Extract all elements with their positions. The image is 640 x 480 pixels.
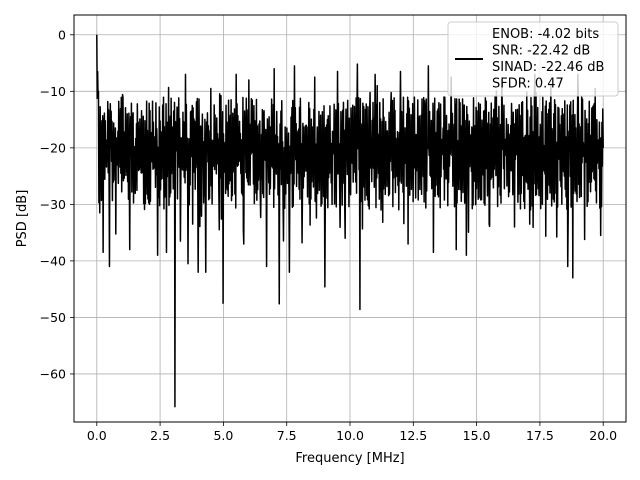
y-tick-label: −20 [40,140,66,155]
y-tick-label: −50 [40,310,66,325]
x-tick-label: 0.0 [87,428,107,443]
x-tick-label: 15.0 [463,428,491,443]
x-axis-label: Frequency [MHz] [295,451,404,466]
y-axis-label: PSD [dB] [15,190,30,248]
x-tick-label: 2.5 [150,428,170,443]
legend-entry: SINAD: -22.46 dB [492,60,604,75]
x-tick-label: 7.5 [277,428,297,443]
x-tick-label: 10.0 [336,428,364,443]
x-tick-label: 20.0 [589,428,617,443]
psd-series-line [96,34,604,408]
x-tick-label: 12.5 [399,428,427,443]
y-tick-label: −10 [40,84,66,99]
y-tick-label: 0 [58,27,66,42]
legend-entry: SFDR: 0.47 [492,77,564,92]
y-axis: 0 −10 −20 −30 −40 −50 −60 [40,27,74,381]
y-tick-label: −30 [40,197,66,212]
x-tick-label: 5.0 [213,428,233,443]
plot-area [96,34,604,408]
legend-entry: ENOB: -4.02 bits [492,27,599,42]
legend-box [447,21,619,97]
x-axis: 0.0 2.5 5.0 7.5 10.0 12.5 15.0 17.5 20.0 [87,422,617,443]
y-tick-label: −60 [40,366,66,381]
y-tick-label: −40 [40,253,66,268]
legend-entry: SNR: -22.42 dB [492,44,590,59]
x-tick-label: 17.5 [526,428,554,443]
